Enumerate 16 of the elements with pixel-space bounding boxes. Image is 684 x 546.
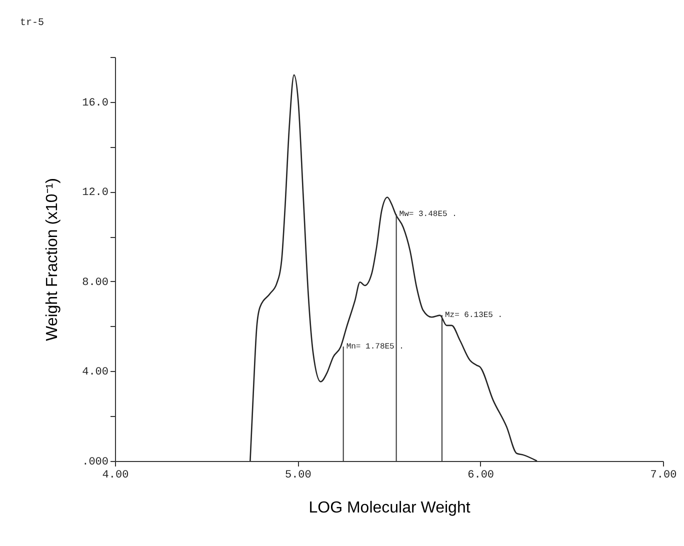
x-tick-label: 6.00 (468, 470, 494, 482)
annotation: Mz= 6.13E5 . (444, 311, 503, 320)
x-tick-label: 4.00 (102, 470, 129, 482)
y-axis-title: Weight Fraction (x10⁻¹) (44, 178, 62, 341)
annotation: Mn= 1.78E5 . (346, 342, 404, 352)
x-axis-title: LOG Molecular Weight (308, 500, 471, 516)
x-tick-label: 5.00 (284, 470, 312, 482)
y-tick-label: 16.0 (82, 97, 108, 110)
y-tick-label: 8.00 (82, 276, 108, 289)
x-tick-label: 7.00 (650, 470, 677, 482)
text: tr-5 (20, 18, 44, 29)
y-tick-label: .000 (82, 456, 108, 468)
annotation: Mw= 3.48E5 . (399, 210, 457, 220)
line-series (250, 74, 538, 462)
y-tick-label: 12.0 (82, 187, 108, 200)
y-tick-label: 4.00 (82, 366, 108, 379)
